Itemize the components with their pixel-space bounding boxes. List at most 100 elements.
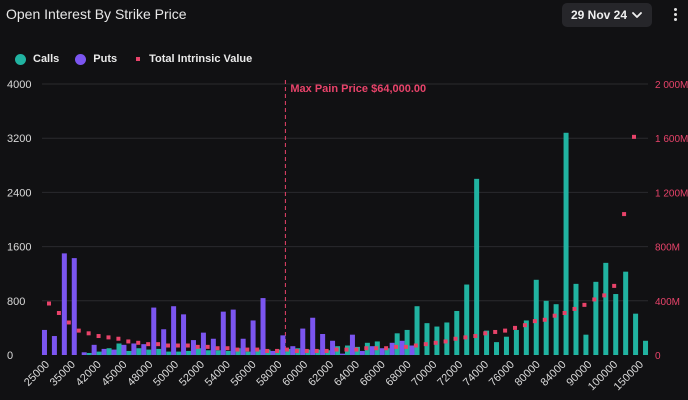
x-tick-label: 74000	[461, 359, 491, 389]
chart-legend: Calls Puts Total Intrinsic Value	[15, 53, 268, 65]
intrinsic-value-point	[443, 339, 448, 344]
calls-bar	[106, 348, 112, 355]
puts-bar	[310, 317, 316, 355]
x-tick-label: 72000	[435, 359, 465, 389]
calls-bar	[156, 348, 162, 355]
intrinsic-value-point	[116, 336, 121, 341]
puts-bar	[349, 334, 355, 355]
intrinsic-value-point	[552, 313, 557, 318]
intrinsic-value-point	[47, 301, 51, 306]
puts-bar	[111, 349, 117, 355]
puts-bar	[250, 320, 256, 355]
puts-bar	[300, 328, 306, 355]
puts-bar	[230, 309, 236, 355]
intrinsic-value-point	[592, 297, 597, 302]
x-tick-label: 80000	[513, 359, 543, 389]
intrinsic-value-point	[374, 346, 379, 351]
calls-bar	[444, 322, 450, 355]
legend-item-calls[interactable]: Calls	[15, 53, 59, 65]
intrinsic-value-point	[542, 317, 547, 322]
x-tick-label: 54000	[203, 359, 233, 389]
intrinsic-value-point	[473, 334, 478, 339]
x-tick-label: 50000	[151, 359, 181, 389]
puts-bar	[161, 329, 167, 355]
calls-bar	[195, 348, 201, 355]
calls-bar	[86, 352, 92, 355]
y-left-tick-label: 1600	[7, 242, 31, 254]
intrinsic-value-point	[86, 331, 91, 336]
chart-title: Open Interest By Strike Price	[6, 6, 187, 22]
calls-bar	[573, 283, 579, 355]
intrinsic-value-point	[265, 348, 270, 353]
calls-bar	[245, 351, 251, 355]
puts-bar	[181, 314, 187, 355]
puts-bar	[409, 345, 415, 355]
puts-bar	[91, 344, 97, 355]
intrinsic-value-point	[622, 212, 627, 217]
intrinsic-value-point	[632, 134, 636, 139]
intrinsic-value-point	[453, 336, 458, 341]
x-tick-label: 35000	[48, 359, 78, 389]
calls-bar	[146, 349, 152, 355]
y-right-tick-label: 0	[655, 351, 661, 362]
legend-item-puts[interactable]: Puts	[75, 53, 117, 65]
puts-bar	[51, 336, 57, 355]
intrinsic-value-point	[413, 343, 418, 348]
legend-item-intrinsic[interactable]: Total Intrinsic Value	[133, 53, 252, 65]
x-tick-label: 62000	[306, 359, 336, 389]
puts-bar	[61, 253, 67, 355]
calls-bar	[613, 294, 619, 355]
puts-bar	[121, 344, 127, 355]
calls-bar	[464, 284, 470, 355]
intrinsic-value-point	[66, 320, 71, 325]
puts-bar	[379, 348, 385, 355]
calls-bar	[563, 132, 569, 355]
calls-bar	[235, 348, 241, 355]
expiry-date-select[interactable]: 29 Nov 24	[562, 3, 652, 27]
intrinsic-value-point	[354, 347, 359, 352]
x-tick-label: 42000	[74, 359, 104, 389]
calls-bar	[494, 342, 500, 355]
intrinsic-swatch	[136, 57, 141, 61]
intrinsic-value-point	[493, 329, 498, 334]
calls-bar	[633, 313, 639, 355]
puts-bar	[320, 333, 326, 355]
intrinsic-value-point	[612, 283, 617, 288]
calls-bar	[593, 281, 599, 355]
calls-bar	[186, 350, 192, 355]
x-tick-label: 52000	[177, 359, 207, 389]
calls-bar	[166, 351, 172, 355]
intrinsic-value-point	[463, 335, 468, 340]
kebab-menu-icon[interactable]	[670, 6, 680, 24]
calls-bar	[533, 279, 539, 355]
calls-bar	[215, 350, 221, 355]
y-right-tick-label: 800M	[655, 243, 680, 254]
intrinsic-value-point	[96, 334, 101, 339]
x-tick-label: 45000	[99, 359, 129, 389]
intrinsic-value-point	[245, 347, 250, 352]
intrinsic-value-point	[324, 348, 329, 353]
intrinsic-value-point	[582, 302, 587, 307]
puts-bar	[200, 332, 206, 355]
intrinsic-value-point	[126, 339, 131, 344]
calls-bar	[643, 340, 649, 355]
intrinsic-value-point	[76, 328, 81, 333]
puts-bar	[220, 311, 226, 355]
puts-bar	[41, 329, 47, 355]
intrinsic-value-point	[423, 342, 428, 347]
x-tick-label: 70000	[409, 359, 439, 389]
y-right-tick-label: 1 200M	[655, 188, 688, 199]
calls-bar	[454, 310, 460, 355]
intrinsic-value-point	[532, 319, 537, 324]
puts-bar	[240, 338, 246, 355]
calls-bar	[205, 350, 211, 355]
intrinsic-value-point	[165, 343, 170, 348]
puts-bar	[141, 344, 147, 355]
calls-bar	[176, 351, 182, 355]
intrinsic-value-point	[146, 342, 151, 347]
legend-label-intrinsic: Total Intrinsic Value	[149, 53, 253, 65]
intrinsic-value-point	[503, 328, 508, 333]
y-left-tick-label: 2400	[7, 187, 31, 199]
intrinsic-value-point	[483, 331, 488, 336]
